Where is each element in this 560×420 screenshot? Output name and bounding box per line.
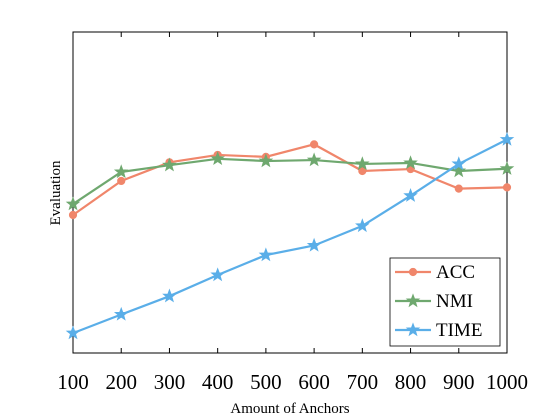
y-axis-title: Evaluation: [48, 160, 64, 225]
data-point: [306, 237, 322, 252]
x-tick-label: 600: [298, 370, 330, 394]
legend-label: ACC: [436, 262, 475, 283]
data-point: [210, 267, 225, 282]
data-point: [210, 151, 225, 165]
legend-label: NMI: [436, 291, 473, 312]
legend: ACC NMI TIME: [389, 257, 501, 347]
legend-item-time: TIME: [395, 320, 482, 341]
data-point: [451, 163, 467, 178]
data-point: [502, 183, 512, 192]
data-point: [454, 184, 463, 193]
legend-item-nmi: NMI: [395, 291, 473, 312]
data-point: [162, 288, 177, 303]
x-axis-ticks: 100 200 300 400 500 600 700 800 900 1000: [57, 32, 528, 394]
data-point: [451, 156, 467, 171]
data-point: [65, 196, 81, 211]
series-line: [72, 138, 508, 335]
data-point: [403, 155, 418, 170]
data-point: [306, 152, 322, 167]
x-tick-label: 300: [154, 370, 186, 394]
x-tick-label: 800: [395, 370, 427, 394]
series-nmi: [65, 151, 515, 211]
x-tick-label: 900: [443, 370, 475, 394]
x-tick-label: 100: [57, 370, 89, 394]
data-point: [310, 140, 319, 149]
x-tick-label: 200: [105, 370, 137, 394]
data-point: [258, 247, 274, 262]
x-tick-label: 700: [347, 370, 379, 394]
data-point: [403, 188, 418, 202]
x-tick-label: 1000: [486, 370, 528, 394]
data-point: [68, 210, 78, 220]
legend-item-acc: ACC: [395, 262, 475, 283]
data-point: [355, 218, 370, 233]
data-point: [358, 166, 367, 176]
x-axis-title: Amount of Anchors: [230, 401, 349, 417]
data-point: [113, 164, 129, 179]
legend-label: TIME: [436, 320, 482, 341]
data-point: [355, 156, 370, 171]
data-point: [113, 306, 129, 321]
legend-marker: [408, 267, 418, 277]
data-point: [258, 153, 274, 168]
legend-marker: [405, 322, 421, 337]
series-layer: [65, 131, 515, 340]
x-tick-label: 400: [202, 370, 234, 394]
series-time: [65, 131, 515, 340]
data-point: [162, 157, 177, 172]
series-line: [72, 157, 508, 205]
x-tick-label: 500: [250, 370, 282, 394]
data-point: [65, 325, 81, 340]
data-point: [499, 131, 515, 146]
legend-marker: [405, 293, 421, 308]
data-point: [499, 161, 515, 175]
data-point: [117, 176, 126, 186]
